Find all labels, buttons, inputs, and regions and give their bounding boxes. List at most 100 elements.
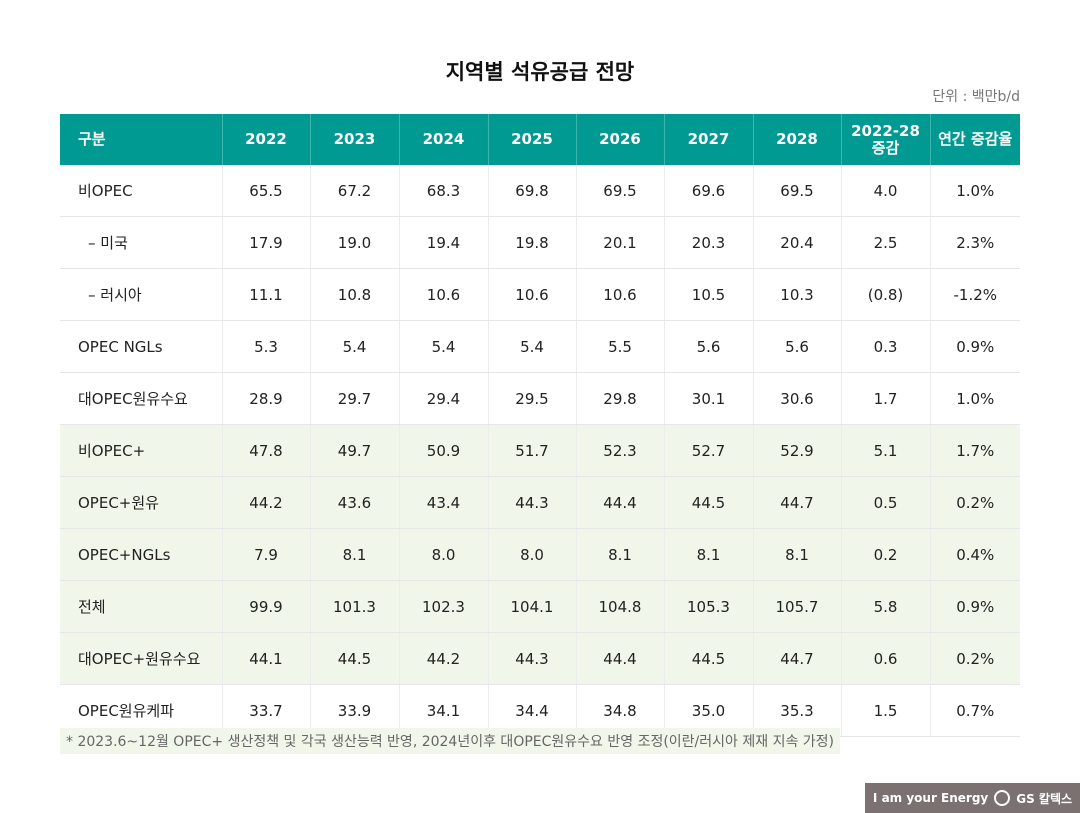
table-cell: 29.5 bbox=[487, 372, 576, 425]
table-cell: 30.6 bbox=[752, 372, 841, 425]
table-cell: 0.2% bbox=[929, 632, 1020, 685]
table-row: 대OPEC원유수요 28.9 29.7 29.4 29.5 29.8 30.1 30.6 1.7… bbox=[60, 372, 1020, 425]
unit-label: 단위 : 백만b/d bbox=[932, 89, 1020, 105]
table-cell: 8.1 bbox=[309, 528, 399, 581]
table-cell: 0.7% bbox=[929, 684, 1020, 737]
gs-logo-icon bbox=[994, 790, 1011, 806]
table-cell: 44.5 bbox=[663, 632, 753, 685]
table-cell: 101.3 bbox=[309, 580, 399, 633]
table-cell: 17.9 bbox=[221, 216, 310, 269]
table-cell: 8.1 bbox=[752, 528, 841, 581]
table-cell: 69.5 bbox=[752, 165, 841, 217]
table-cell: 69.8 bbox=[487, 165, 576, 217]
table-cell: 0.5 bbox=[840, 476, 930, 529]
column-header: 2026 bbox=[575, 114, 664, 165]
row-label: OPEC+NGLs bbox=[60, 528, 222, 581]
table-cell: 1.7 bbox=[840, 372, 930, 425]
table-cell: 10.6 bbox=[487, 268, 576, 321]
table-cell: 29.7 bbox=[309, 372, 399, 425]
column-header: 2028 bbox=[752, 114, 841, 165]
table-cell: 8.0 bbox=[398, 528, 488, 581]
table-cell: 0.9% bbox=[929, 580, 1020, 633]
brand-name: GS 칼텍스 bbox=[1016, 791, 1073, 806]
table-cell: 44.4 bbox=[575, 632, 664, 685]
table-cell: 0.2 bbox=[840, 528, 930, 581]
column-header: 2022 bbox=[221, 114, 310, 165]
table-row: OPEC NGLs 5.3 5.4 5.4 5.4 5.5 5.6 5.6 0.3 0.9% bbox=[60, 320, 1020, 373]
table-cell: 5.4 bbox=[309, 320, 399, 373]
table-cell: 0.4% bbox=[929, 528, 1020, 581]
table-cell: 44.5 bbox=[309, 632, 399, 685]
table-cell: 44.2 bbox=[398, 632, 488, 685]
table-cell: 7.9 bbox=[221, 528, 310, 581]
table-row: 비OPEC 65.5 67.2 68.3 69.8 69.5 69.6 69.5 4.0 1.0% bbox=[60, 165, 1020, 217]
table-cell: 69.6 bbox=[663, 165, 753, 217]
table-cell: 44.5 bbox=[663, 476, 753, 529]
row-label: – 러시아 bbox=[60, 268, 222, 321]
table-cell: 5.4 bbox=[398, 320, 488, 373]
table-cell: 1.0% bbox=[929, 372, 1020, 425]
table-row: 비OPEC+ 47.8 49.7 50.9 51.7 52.3 52.7 52.9 5.1 1.7… bbox=[60, 424, 1020, 477]
table-cell: (0.8) bbox=[840, 268, 930, 321]
table-cell: 8.1 bbox=[663, 528, 753, 581]
supply-table: 구분 2022 2023 2024 2025 2026 2027 2028 2022-28 증감… bbox=[60, 114, 1020, 737]
table-cell: 28.9 bbox=[221, 372, 310, 425]
table-cell: 5.6 bbox=[663, 320, 753, 373]
table-cell: 50.9 bbox=[398, 424, 488, 477]
table-cell: 44.4 bbox=[575, 476, 664, 529]
table-cell: 44.3 bbox=[487, 632, 576, 685]
table-header-row: 구분 2022 2023 2024 2025 2026 2027 2028 2022-28 증감… bbox=[60, 114, 1020, 165]
table-cell: 104.1 bbox=[487, 580, 576, 633]
table-cell: 68.3 bbox=[398, 165, 488, 217]
table-cell: 1.7% bbox=[929, 424, 1020, 477]
table-cell: 105.7 bbox=[752, 580, 841, 633]
table-cell: 0.3 bbox=[840, 320, 930, 373]
table-cell: 10.3 bbox=[752, 268, 841, 321]
table-cell: 52.9 bbox=[752, 424, 841, 477]
table-cell: 49.7 bbox=[309, 424, 399, 477]
table-cell: 44.7 bbox=[752, 476, 841, 529]
table-cell: 2.3% bbox=[929, 216, 1020, 269]
brand-logo: I am your Energy GS 칼텍스 bbox=[865, 783, 1080, 813]
page-title: 지역별 석유공급 전망 bbox=[445, 60, 635, 84]
column-header: 구분 bbox=[60, 114, 222, 165]
table-cell: 44.7 bbox=[752, 632, 841, 685]
table-cell: 8.0 bbox=[487, 528, 576, 581]
table-cell: 69.5 bbox=[575, 165, 664, 217]
table-cell: 52.7 bbox=[663, 424, 753, 477]
table-cell: 20.1 bbox=[575, 216, 664, 269]
row-label: 전체 bbox=[60, 580, 222, 633]
table-cell: 52.3 bbox=[575, 424, 664, 477]
table-cell: 44.1 bbox=[221, 632, 310, 685]
column-header: 연간 증감율 bbox=[929, 114, 1020, 165]
table-cell: 5.4 bbox=[487, 320, 576, 373]
table-cell: 20.4 bbox=[752, 216, 841, 269]
table-cell: 5.5 bbox=[575, 320, 664, 373]
table-cell: -1.2% bbox=[929, 268, 1020, 321]
row-label: OPEC NGLs bbox=[60, 320, 222, 373]
table-cell: 65.5 bbox=[221, 165, 310, 217]
table-row: – 러시아 11.1 10.8 10.6 10.6 10.6 10.5 10.3 (0.8) -1… bbox=[60, 268, 1020, 321]
column-header: 2024 bbox=[398, 114, 488, 165]
column-header: 2023 bbox=[309, 114, 399, 165]
table-row: 대OPEC+원유수요 44.1 44.5 44.2 44.3 44.4 44.5 44.7 0.… bbox=[60, 632, 1020, 685]
table-cell: 105.3 bbox=[663, 580, 753, 633]
table-cell: 44.3 bbox=[487, 476, 576, 529]
table-cell: 19.4 bbox=[398, 216, 488, 269]
table-cell: 19.8 bbox=[487, 216, 576, 269]
table-cell: 10.8 bbox=[309, 268, 399, 321]
table-row: OPEC+원유 44.2 43.6 43.4 44.3 44.4 44.5 44.7 0.5 0.… bbox=[60, 476, 1020, 529]
column-header: 2027 bbox=[663, 114, 753, 165]
table-cell: 67.2 bbox=[309, 165, 399, 217]
table-cell: 2.5 bbox=[840, 216, 930, 269]
table-cell: 29.4 bbox=[398, 372, 488, 425]
table-cell: 102.3 bbox=[398, 580, 488, 633]
table-cell: 20.3 bbox=[663, 216, 753, 269]
row-label: 비OPEC bbox=[60, 165, 222, 217]
table-cell: 1.0% bbox=[929, 165, 1020, 217]
table-cell: 5.3 bbox=[221, 320, 310, 373]
row-label: 비OPEC+ bbox=[60, 424, 222, 477]
table-cell: 5.6 bbox=[752, 320, 841, 373]
table-cell: 10.5 bbox=[663, 268, 753, 321]
table-cell: 19.0 bbox=[309, 216, 399, 269]
